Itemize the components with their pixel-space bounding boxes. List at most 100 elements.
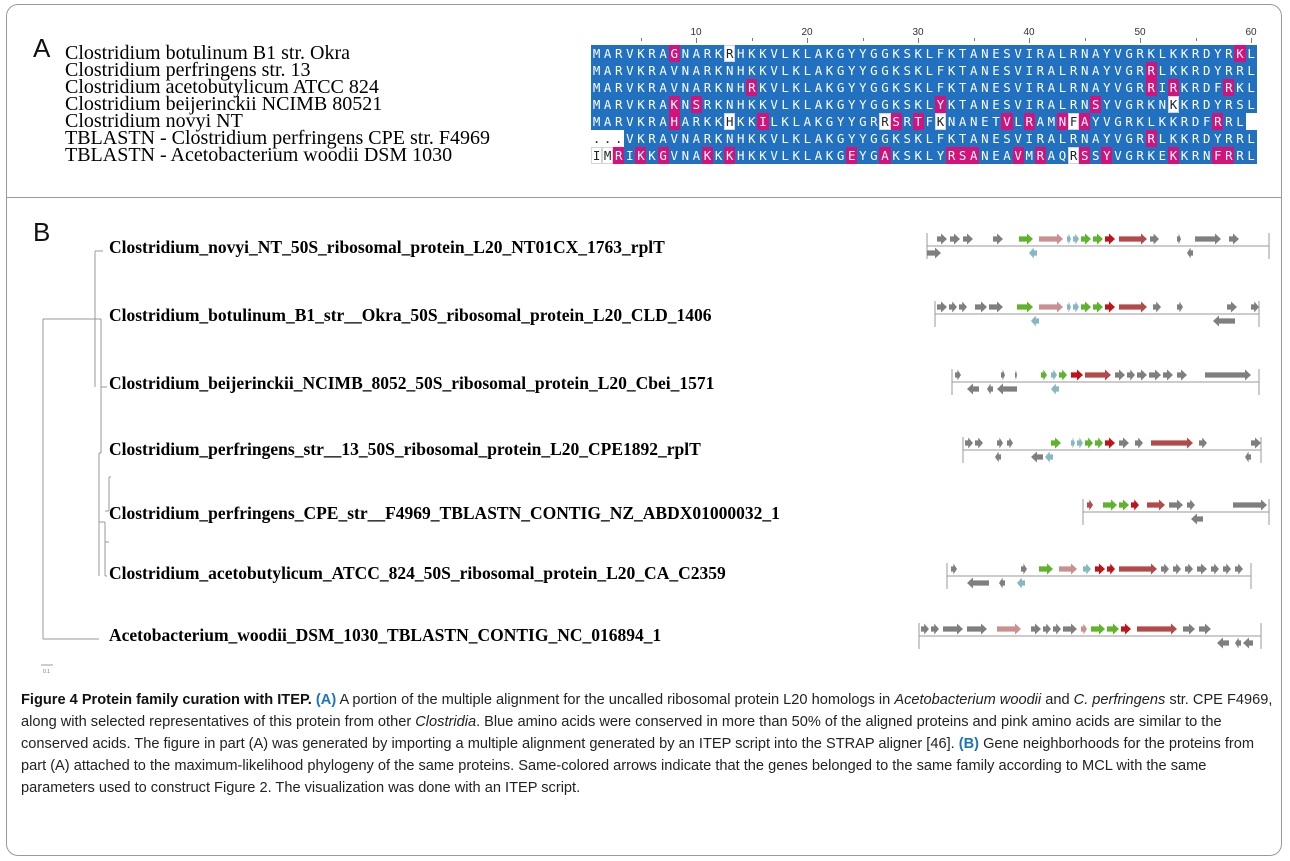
residue: R — [701, 130, 714, 147]
gene-arrow — [1119, 437, 1129, 449]
residue: . — [592, 131, 601, 146]
residue: V — [768, 96, 780, 113]
gene-arrow — [975, 301, 987, 313]
gene-arrow — [1115, 369, 1125, 381]
residue: K — [1134, 113, 1146, 130]
residue: R — [701, 62, 714, 79]
residue: L — [1234, 113, 1246, 130]
residue: R — [1223, 79, 1235, 96]
residue: L — [779, 130, 791, 147]
residue: Y — [1090, 113, 1102, 130]
residue: L — [801, 130, 813, 147]
tree-leaf-label: Clostridium_botulinum_B1_str__Okra_50S_r… — [109, 305, 712, 325]
residue: A — [812, 45, 824, 62]
residue: R — [1068, 130, 1080, 147]
residue: G — [1123, 62, 1135, 79]
ruler-tick-label: 40 — [1023, 27, 1035, 38]
residue: G — [857, 113, 869, 130]
gene-arrow — [1150, 233, 1159, 245]
residue: K — [635, 130, 647, 147]
residue: L — [1056, 79, 1069, 96]
residue: A — [690, 130, 702, 147]
residue: A — [812, 96, 824, 113]
residue: S — [901, 79, 913, 96]
residue: K — [790, 147, 802, 164]
residue: R — [690, 113, 702, 130]
residue: T — [957, 45, 969, 62]
residue: Y — [934, 96, 946, 113]
residue: K — [890, 79, 902, 96]
residue: G — [868, 147, 880, 164]
gene-arrow — [1119, 499, 1129, 511]
residue: Y — [846, 130, 858, 147]
residue: S — [1090, 147, 1102, 164]
residue: K — [713, 113, 725, 130]
residue: R — [1134, 147, 1146, 164]
caption-a-label: (A) — [315, 692, 337, 708]
residue: K — [746, 113, 758, 130]
ruler-tick-label: 50 — [1134, 27, 1146, 38]
residue: R — [1223, 130, 1235, 147]
residue: Y — [1101, 130, 1113, 147]
residue: V — [668, 79, 680, 96]
gene-arrow — [1073, 233, 1079, 245]
gene-arrow — [1063, 623, 1077, 635]
residue: D — [1201, 96, 1213, 113]
gene-arrow — [1251, 301, 1259, 313]
residue: S — [1090, 96, 1102, 113]
residue: K — [790, 79, 802, 96]
residue: R — [613, 62, 625, 79]
residue: K — [713, 45, 725, 62]
gene-arrow — [937, 233, 947, 245]
residue: R — [701, 79, 714, 96]
gene-arrow — [1091, 623, 1105, 635]
residue: K — [1167, 113, 1179, 130]
gene-arrow — [1039, 563, 1053, 575]
residue: R — [1223, 113, 1235, 130]
residue: K — [1167, 147, 1179, 164]
gene-arrow — [959, 301, 967, 313]
residue: I — [1023, 62, 1035, 79]
residue: I — [591, 147, 603, 164]
gene-arrow — [1185, 563, 1193, 575]
gene-arrow — [1137, 369, 1147, 381]
residue: L — [779, 96, 791, 113]
residue: K — [735, 113, 747, 130]
residue: K — [757, 147, 769, 164]
residue: N — [979, 147, 991, 164]
residue: D — [1201, 79, 1213, 96]
residue: N — [679, 62, 691, 79]
residue: T — [957, 96, 969, 113]
residue: V — [1012, 79, 1024, 96]
residue: A — [1079, 113, 1091, 130]
gene-arrow — [931, 623, 939, 635]
gene-arrow — [1071, 437, 1075, 449]
residue: R — [1234, 62, 1246, 79]
ruler-tick — [1251, 38, 1253, 43]
caption-a-italic: C. perfringens — [1073, 692, 1166, 708]
residue: G — [835, 62, 847, 79]
residue: A — [957, 113, 969, 130]
panel-divider — [7, 197, 1281, 198]
gene-arrow — [1031, 451, 1043, 463]
residue: F — [934, 62, 946, 79]
residue: K — [635, 113, 647, 130]
ruler-tick — [807, 38, 809, 43]
residue: N — [1201, 147, 1213, 164]
ruler-tick — [1084, 38, 1086, 41]
gene-arrow — [1245, 451, 1251, 463]
gene-arrow — [987, 383, 993, 395]
residue: R — [1068, 79, 1080, 96]
residue: G — [879, 130, 891, 147]
residue: A — [968, 96, 980, 113]
residue: K — [635, 147, 647, 164]
residue: H — [735, 130, 747, 147]
residue: L — [1056, 96, 1069, 113]
residue: V — [1012, 147, 1024, 164]
residue: K — [1178, 45, 1191, 62]
residue: N — [679, 45, 691, 62]
residue: K — [757, 96, 769, 113]
tree-leaf-label: Clostridium_novyi_NT_50S_ribosomal_prote… — [109, 237, 665, 257]
